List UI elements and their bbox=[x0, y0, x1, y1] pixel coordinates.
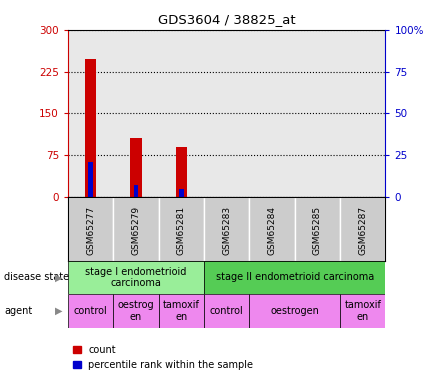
Bar bbox=[68, 261, 204, 294]
Text: oestrog
en: oestrog en bbox=[118, 300, 154, 322]
Text: control: control bbox=[210, 306, 244, 316]
Bar bbox=[159, 197, 204, 261]
Legend: count, percentile rank within the sample: count, percentile rank within the sample bbox=[73, 345, 253, 370]
Bar bbox=[85, 59, 96, 197]
Bar bbox=[249, 197, 295, 261]
Text: agent: agent bbox=[4, 306, 32, 316]
Text: disease state: disease state bbox=[4, 273, 70, 282]
Text: ▶: ▶ bbox=[55, 273, 63, 282]
Title: GDS3604 / 38825_at: GDS3604 / 38825_at bbox=[158, 13, 296, 26]
Text: control: control bbox=[74, 306, 107, 316]
Text: tamoxif
en: tamoxif en bbox=[163, 300, 200, 322]
Bar bbox=[340, 197, 385, 261]
Text: ▶: ▶ bbox=[55, 306, 63, 316]
Bar bbox=[340, 294, 385, 328]
Bar bbox=[159, 294, 204, 328]
Bar bbox=[88, 162, 93, 197]
Bar bbox=[68, 294, 113, 328]
Bar bbox=[176, 147, 187, 197]
Bar bbox=[68, 197, 113, 261]
Bar bbox=[113, 197, 159, 261]
Bar bbox=[130, 138, 141, 197]
Text: GSM65284: GSM65284 bbox=[268, 206, 276, 255]
Bar bbox=[295, 197, 340, 261]
Text: tamoxif
en: tamoxif en bbox=[344, 300, 381, 322]
Bar bbox=[113, 294, 159, 328]
Text: stage I endometrioid
carcinoma: stage I endometrioid carcinoma bbox=[85, 267, 187, 288]
Text: GSM65287: GSM65287 bbox=[358, 206, 367, 255]
Bar bbox=[179, 189, 184, 197]
Text: GSM65277: GSM65277 bbox=[86, 206, 95, 255]
Bar bbox=[204, 197, 249, 261]
Text: GSM65281: GSM65281 bbox=[177, 206, 186, 255]
Bar bbox=[204, 261, 385, 294]
Bar bbox=[249, 294, 340, 328]
Text: oestrogen: oestrogen bbox=[270, 306, 319, 316]
Text: stage II endometrioid carcinoma: stage II endometrioid carcinoma bbox=[215, 273, 374, 282]
Text: GSM65285: GSM65285 bbox=[313, 206, 322, 255]
Bar bbox=[134, 185, 138, 197]
Bar bbox=[204, 294, 249, 328]
Text: GSM65279: GSM65279 bbox=[131, 206, 141, 255]
Text: GSM65283: GSM65283 bbox=[222, 206, 231, 255]
